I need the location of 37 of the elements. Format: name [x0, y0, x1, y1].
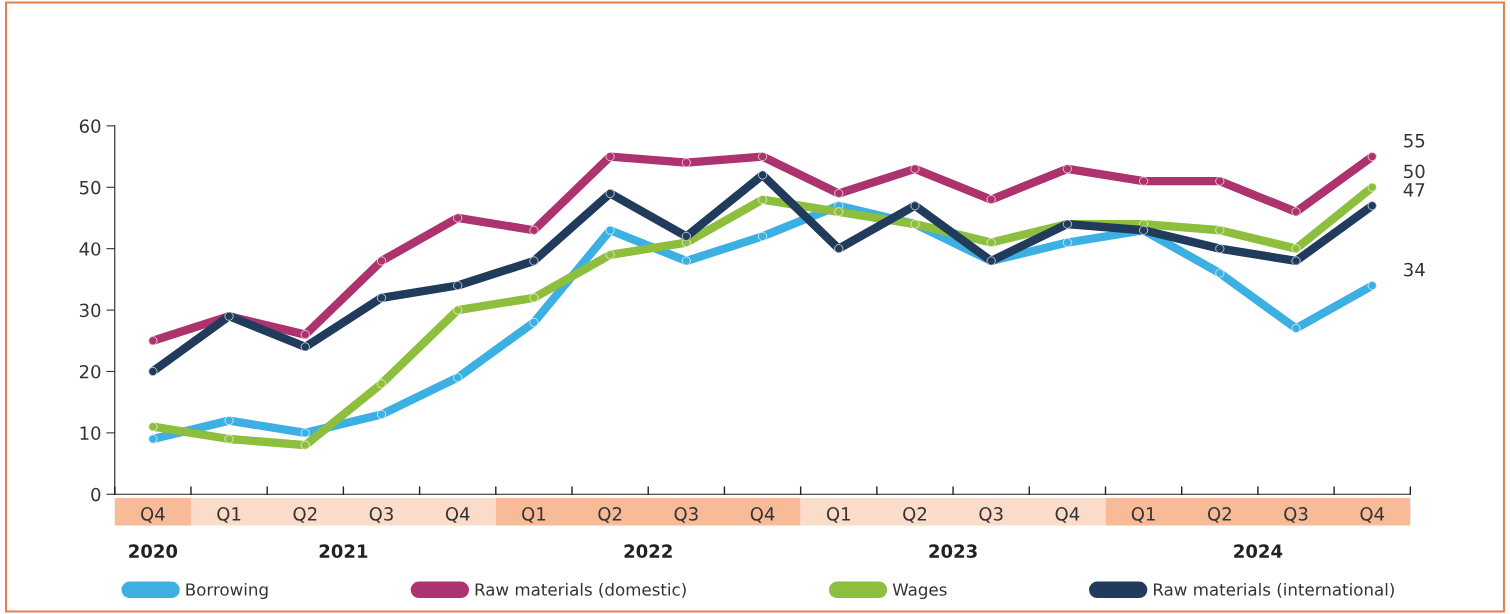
x-tick-label: Q3 [369, 507, 393, 523]
y-tick-label: 40 [79, 242, 101, 256]
legend-label: Raw materials (international) [1153, 582, 1394, 598]
x-tick-label: Q3 [674, 507, 698, 523]
x-tick-label: Q4 [1360, 507, 1385, 523]
legend-label: Borrowing [186, 582, 268, 600]
x-tick-label: Q1 [1131, 507, 1155, 523]
x-tick-label: Q2 [903, 507, 927, 523]
x-tick-label: Q3 [979, 507, 1003, 523]
data-label: 55 [1404, 134, 1425, 148]
text: 2021 [319, 544, 368, 558]
x-tick-label: Q2 [1207, 507, 1231, 523]
data-label: 34 [1404, 262, 1425, 277]
x-tick-label: Q1 [217, 507, 241, 523]
y-tick-label: 60 [79, 119, 101, 133]
x-tick-label: Q4 [445, 507, 470, 523]
x-tick-label: Q2 [293, 507, 317, 523]
text: 2020 [129, 544, 178, 558]
text: 2023 [929, 544, 977, 558]
legend-label: Raw materials (domestic) [475, 582, 686, 598]
data-label: 50 [1404, 164, 1425, 179]
x-tick-label: Q1 [522, 507, 546, 523]
y-tick-label: 10 [80, 426, 101, 440]
x-tick-label: Q4 [1055, 507, 1080, 523]
legend-label: Wages [892, 583, 947, 600]
x-tick-label: Q2 [598, 507, 622, 523]
y-tick-label: 20 [79, 364, 101, 379]
text: 2022 [624, 544, 672, 558]
x-tick-label: Q3 [1284, 507, 1308, 523]
y-tick-label: 50 [79, 180, 101, 195]
x-tick-label: Q4 [141, 507, 165, 523]
text: 2024 [1234, 544, 1283, 558]
data-label: 47 [1403, 183, 1425, 197]
y-tick-label: 30 [79, 303, 101, 318]
x-tick-label: Q1 [826, 507, 850, 523]
y-tick-label: 0 [91, 487, 101, 502]
x-tick-label: Q4 [750, 507, 775, 523]
